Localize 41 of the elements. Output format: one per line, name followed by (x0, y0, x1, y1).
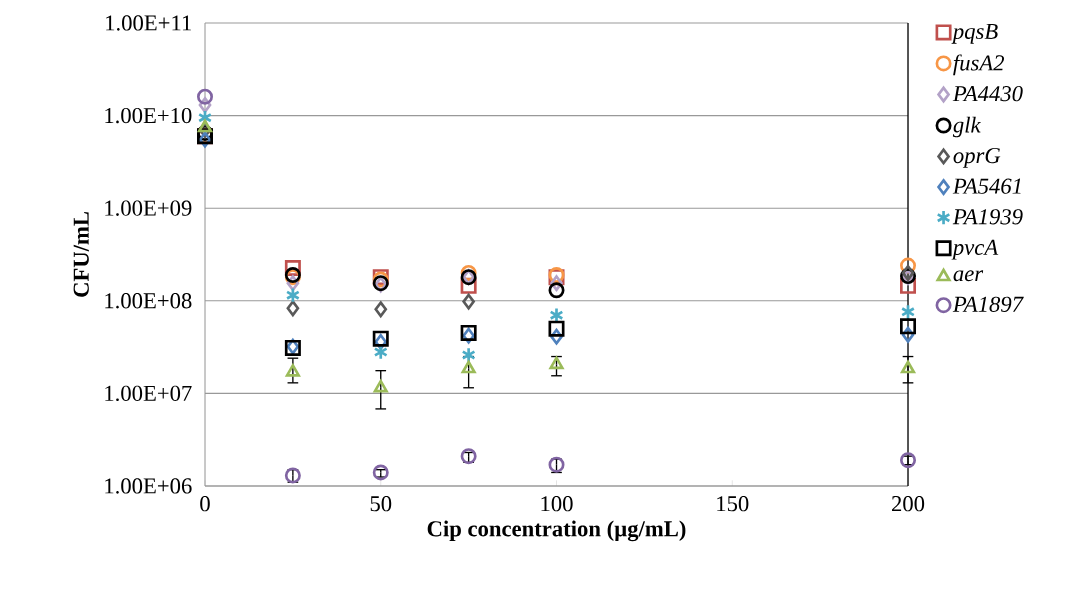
y-tick-label: 1.00E+06 (105, 478, 192, 494)
point (374, 301, 388, 318)
x-tick-label: 200 (892, 496, 925, 512)
point (286, 300, 300, 317)
y-tick-label: 1.00E+09 (105, 200, 192, 216)
point (900, 360, 916, 374)
legend-label: oprG (953, 147, 1001, 168)
x-axis-title: Cip concentration (µg/mL) (427, 520, 686, 542)
point (900, 318, 917, 335)
legend-label: PA1897 (952, 296, 1024, 312)
point (462, 293, 475, 310)
x-tick-label: 150 (717, 496, 749, 512)
legend-label: PA5461 (952, 178, 1021, 194)
point (461, 360, 476, 374)
point (285, 287, 300, 304)
point (548, 282, 565, 299)
point (197, 88, 214, 105)
x-tick-label: 100 (541, 496, 573, 512)
legend-label: fusA2 (953, 54, 1005, 76)
point (285, 364, 300, 377)
point (461, 346, 476, 363)
legend-label: PA4430 (952, 85, 1023, 102)
point (197, 119, 213, 133)
point (548, 320, 565, 337)
x-tick-label: 50 (370, 496, 392, 512)
point (372, 464, 389, 481)
point (373, 379, 388, 393)
legend-label: aer (953, 270, 984, 282)
y-tick-label: 1.00E+07 (105, 385, 192, 402)
y-axis-title: CFU/mL (73, 211, 89, 297)
point (901, 326, 915, 343)
point (900, 303, 916, 320)
y-tick-label: 1.00E+11 (106, 15, 191, 31)
legend-label: pvcA (951, 239, 999, 260)
point (901, 264, 915, 281)
legend-label: glk (952, 116, 981, 138)
legend-label: PA1939 (952, 209, 1023, 225)
y-tick-label: 1.00E+08 (105, 293, 192, 309)
y-tick-label: 1.00E+10 (105, 107, 192, 124)
x-tick-label: 0 (200, 496, 210, 512)
legend-label: pqsB (951, 23, 998, 44)
